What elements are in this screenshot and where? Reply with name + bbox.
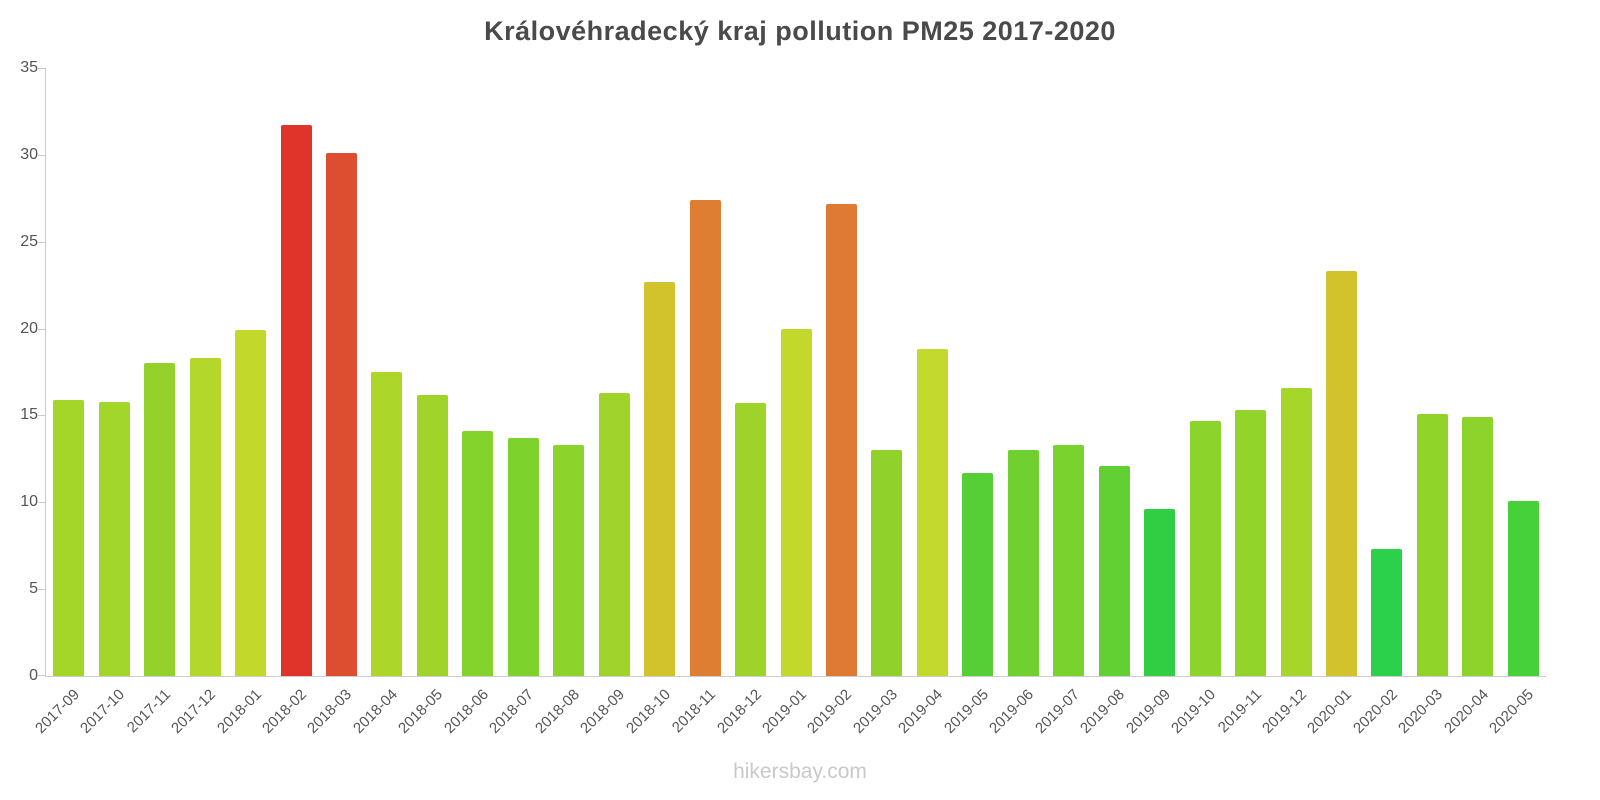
- y-axis-tick-label: 15: [20, 406, 38, 424]
- bar-2018-10: [644, 281, 676, 676]
- bar-2017-09: [53, 399, 85, 676]
- bar-2020-05: [1507, 500, 1539, 676]
- bar-2018-02: [280, 125, 312, 676]
- y-axis-tick-mark: [38, 502, 46, 504]
- bar-2019-06: [1007, 450, 1039, 676]
- bar-2019-08: [1098, 465, 1130, 676]
- bar-2018-07: [507, 438, 539, 676]
- bar-2019-02: [825, 203, 857, 676]
- plot-area: 0 5 10 15 20 25 30 35 2017-09 2017-10 2017-11 2017-…: [20, 59, 1546, 737]
- bar-2020-01: [1325, 271, 1357, 676]
- bar-2018-06: [462, 431, 494, 676]
- bar-2017-11: [144, 363, 176, 676]
- y-axis-tick-label: 10: [20, 493, 38, 511]
- y-axis-tick-label: 20: [20, 319, 38, 337]
- bar-2017-10: [98, 401, 130, 676]
- bar-2019-10: [1189, 420, 1221, 676]
- y-axis-tick-label: 0: [29, 667, 38, 684]
- bar-2019-05: [962, 472, 994, 676]
- bar-2018-12: [735, 403, 767, 676]
- bar-2018-03: [325, 153, 357, 676]
- y-axis-tick-label: 25: [20, 232, 38, 250]
- bar-2019-07: [1053, 444, 1085, 676]
- y-axis-tick-label: 30: [20, 145, 38, 163]
- y-axis-tick-mark: [38, 415, 46, 417]
- bar-2018-01: [235, 330, 267, 676]
- bar-2019-12: [1280, 387, 1312, 676]
- y-axis-tick-mark: [38, 675, 46, 676]
- y-axis-tick-label: 35: [20, 59, 38, 76]
- bar-2020-02: [1371, 549, 1403, 676]
- footer-credit: hikersbay.com: [733, 760, 867, 783]
- bar-2019-11: [1235, 410, 1267, 676]
- y-axis-tick-mark: [38, 328, 46, 330]
- y-axis-tick-mark: [38, 241, 46, 243]
- chart-title: Královéhradecký kraj pollution PM25 2017…: [484, 16, 1116, 46]
- bar-2019-04: [916, 349, 948, 676]
- y-axis-tick-mark: [38, 589, 46, 591]
- bar-2019-03: [871, 450, 903, 676]
- bar-2018-11: [689, 200, 721, 676]
- y-axis-tick-label: 5: [29, 580, 38, 598]
- bar-2019-09: [1144, 509, 1176, 676]
- bar-2018-09: [598, 392, 630, 676]
- bar-2018-08: [553, 444, 585, 676]
- bar-2020-03: [1416, 413, 1448, 676]
- bar-2018-05: [416, 394, 448, 676]
- bar-2020-04: [1462, 417, 1494, 676]
- y-axis-tick-mark: [38, 68, 46, 69]
- bar-2019-01: [780, 328, 812, 676]
- y-axis-tick-mark: [38, 154, 46, 156]
- bar-2018-04: [371, 372, 403, 676]
- bar-2017-12: [189, 358, 221, 676]
